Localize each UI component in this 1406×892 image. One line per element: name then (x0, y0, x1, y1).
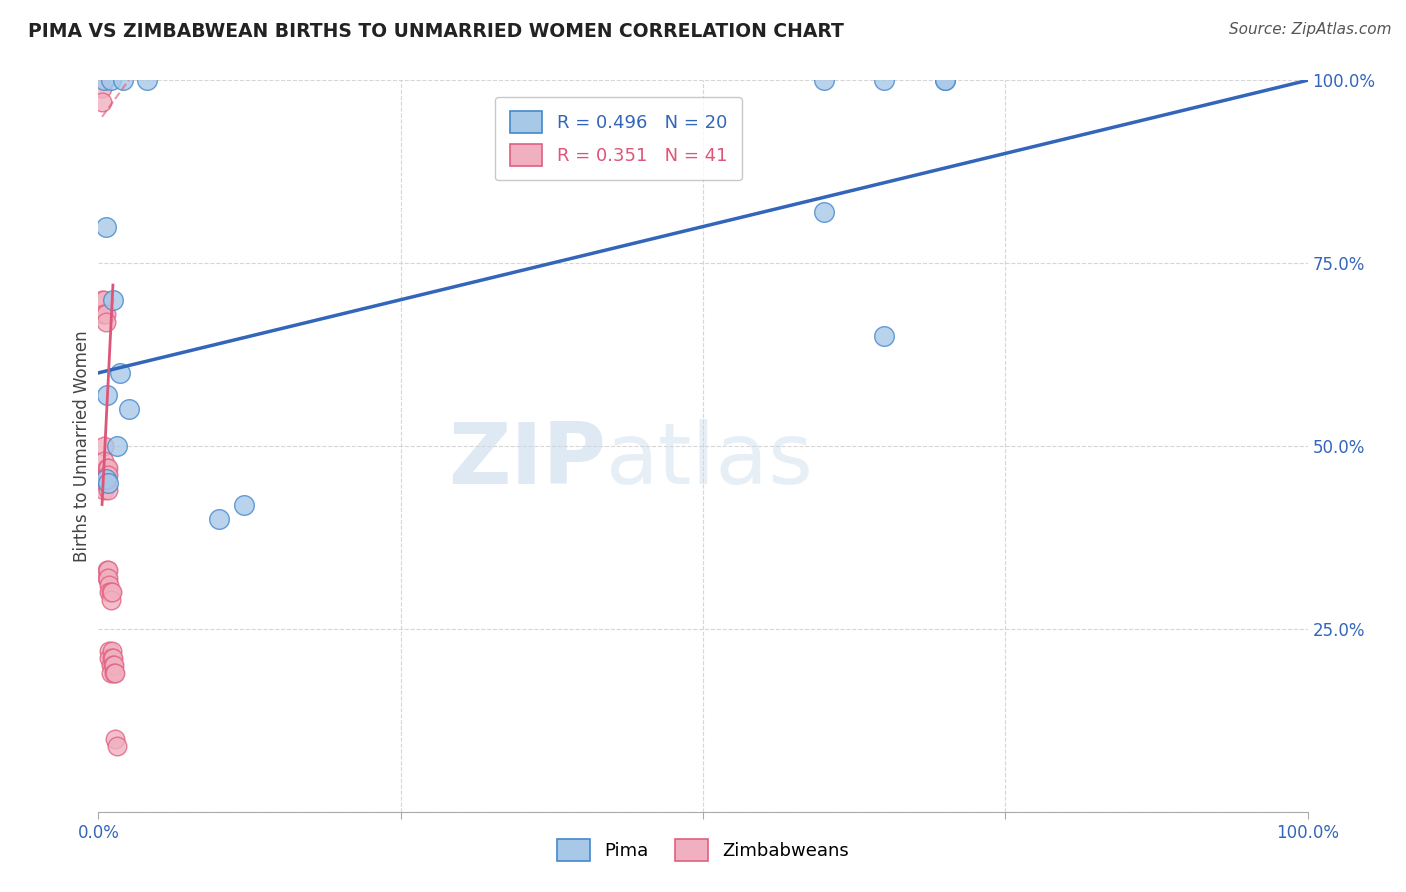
Point (98, 585, 121, 599)
Point (96, 468, 118, 483)
Point (108, 366, 131, 380)
Point (94, 315, 117, 329)
Point (813, 73, 835, 87)
Text: PIMA VS ZIMBABWEAN BIRTHS TO UNMARRIED WOMEN CORRELATION CHART: PIMA VS ZIMBABWEAN BIRTHS TO UNMARRIED W… (28, 22, 844, 41)
Point (94, 472, 117, 486)
Point (94, 219, 117, 234)
Point (97, 475, 120, 490)
Point (97, 468, 120, 483)
Point (97, 483, 120, 497)
Y-axis label: Births to Unmarried Women: Births to Unmarried Women (73, 330, 91, 562)
Point (94, 307, 117, 321)
Point (873, 73, 896, 87)
Point (101, 293, 124, 307)
Point (100, 644, 122, 658)
Point (813, 205, 835, 219)
Point (101, 651, 124, 665)
Point (93, 307, 115, 321)
Point (97, 461, 120, 475)
Point (100, 585, 122, 599)
Point (232, 498, 254, 512)
Point (94, 475, 117, 490)
Point (105, 439, 128, 453)
Point (96, 461, 118, 475)
Point (98, 651, 121, 665)
Point (91, 80, 114, 95)
Point (135, 73, 157, 87)
Point (93, 453, 115, 467)
Point (91, 95, 114, 110)
Point (934, 73, 956, 87)
Point (93, 293, 115, 307)
Point (100, 585, 122, 599)
Point (96, 571, 118, 585)
Point (94, 468, 117, 483)
Point (100, 592, 122, 607)
Point (96, 388, 118, 402)
Point (105, 739, 128, 753)
Point (103, 665, 125, 680)
Point (104, 665, 127, 680)
Point (934, 73, 956, 87)
Point (101, 658, 124, 673)
Text: Source: ZipAtlas.com: Source: ZipAtlas.com (1229, 22, 1392, 37)
Point (103, 658, 125, 673)
Point (98, 578, 121, 592)
Point (96, 563, 118, 577)
Point (873, 329, 896, 343)
Point (91, 307, 114, 321)
Point (98, 644, 121, 658)
Point (111, 73, 134, 87)
Point (104, 731, 127, 746)
Point (93, 475, 115, 490)
Point (97, 571, 120, 585)
Point (118, 402, 141, 417)
Point (97, 563, 120, 577)
Point (91, 293, 114, 307)
Text: atlas: atlas (606, 419, 814, 502)
Point (93, 73, 115, 87)
Text: ZIP: ZIP (449, 419, 606, 502)
Point (100, 665, 122, 680)
Point (208, 512, 231, 526)
Legend: Pima, Zimbabweans: Pima, Zimbabweans (543, 825, 863, 876)
Point (93, 439, 115, 453)
Point (100, 651, 122, 665)
Point (100, 658, 122, 673)
Point (100, 73, 122, 87)
Point (93, 483, 115, 497)
